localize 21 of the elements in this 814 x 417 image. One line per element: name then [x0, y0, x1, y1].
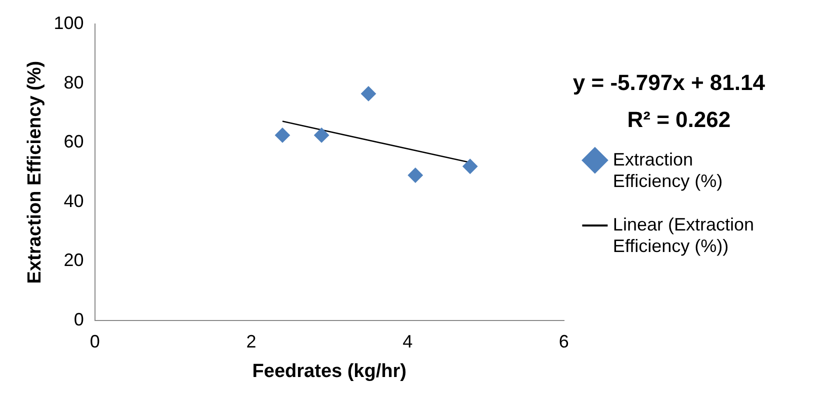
y-tick-label: 60	[64, 132, 84, 152]
text: R² = 0.262	[627, 107, 731, 132]
y-tick-label: 0	[74, 310, 84, 330]
x-tick-label: 4	[402, 331, 413, 352]
x-tick-label: 2	[246, 331, 256, 352]
point	[274, 128, 290, 143]
y-tick-label: 40	[64, 190, 84, 211]
text: y = -5.797x + 81.14	[572, 70, 766, 95]
x-axis-title: Feedrates (kg/hr)	[252, 360, 406, 382]
legend-label: Extraction Efficiency (%)	[612, 149, 723, 191]
y-tick-label: 20	[64, 250, 84, 270]
y-tick-label: 100	[54, 12, 84, 33]
y-axis-title: Extraction Efficiency (%)	[24, 60, 46, 284]
y-tick-label: 80	[64, 72, 84, 92]
point	[360, 86, 376, 102]
legend-label: Linear (Extraction Efficiency (%))	[612, 214, 754, 256]
x-tick-label: 6	[558, 331, 569, 352]
point	[408, 168, 423, 183]
x-tick-label: 0	[90, 331, 100, 352]
point	[462, 158, 478, 174]
point	[314, 128, 330, 143]
